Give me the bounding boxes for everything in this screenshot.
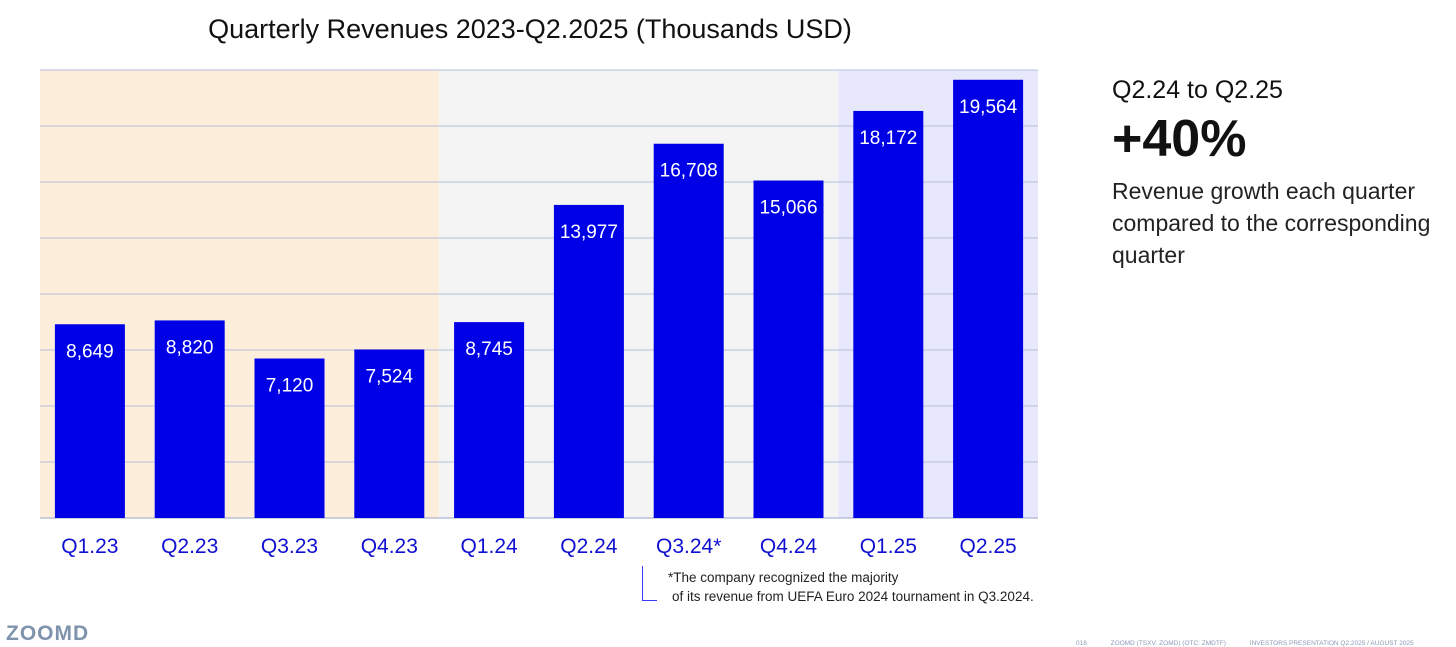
x-tick-4: Q4.23 xyxy=(361,535,418,558)
bar-10 xyxy=(953,79,1024,518)
bar-1 xyxy=(54,324,125,518)
growth-panel: Q2.24 to Q2.25 +40% Revenue growth each … xyxy=(1112,76,1432,271)
bars xyxy=(54,79,1024,519)
bar-8 xyxy=(753,180,824,518)
value-label-1: 8,649 xyxy=(66,341,114,362)
x-tick-3: Q3.23 xyxy=(261,535,318,558)
value-label-2: 8,820 xyxy=(166,337,214,358)
bar-5 xyxy=(454,322,525,518)
bar-9 xyxy=(853,110,924,518)
bar-3 xyxy=(254,358,325,518)
value-label-7: 16,708 xyxy=(660,161,718,182)
growth-period: Q2.24 to Q2.25 xyxy=(1112,76,1283,104)
x-tick-2: Q2.23 xyxy=(161,535,218,558)
value-label-6: 13,977 xyxy=(560,222,618,243)
x-tick-10: Q2.25 xyxy=(959,535,1016,558)
x-tick-9: Q1.25 xyxy=(860,535,917,558)
value-label-4: 7,524 xyxy=(366,366,414,387)
footnote-line-1: *The company recognized the majority xyxy=(668,570,899,585)
zoomd-logo: ZOOMD xyxy=(6,622,90,645)
footnote-bracket xyxy=(642,566,657,601)
x-tick-labels: Q1.23 Q2.23 Q3.23 Q4.23 Q1.24 Q2.24 Q3.24* Q4.2… xyxy=(61,535,1016,558)
bar-2 xyxy=(154,320,225,518)
growth-description: Revenue growth each quarter compared to … xyxy=(1112,178,1431,268)
x-tick-6: Q2.24 xyxy=(560,535,618,558)
value-label-10: 19,564 xyxy=(959,97,1018,118)
bar-4 xyxy=(354,349,425,518)
x-tick-1: Q1.23 xyxy=(61,535,118,558)
value-label-3: 7,120 xyxy=(266,376,314,397)
footnote-line-2: of its revenue from UEFA Euro 2024 tourn… xyxy=(672,589,1034,604)
growth-headline: +40% xyxy=(1112,110,1247,168)
x-tick-8: Q4.24 xyxy=(760,535,818,558)
x-tick-7: Q3.24* xyxy=(656,535,721,558)
value-label-5: 8,745 xyxy=(465,339,513,360)
value-labels: 8,649 8,820 7,120 7,524 8,745 13,977 16,708 15,… xyxy=(66,97,1017,397)
chart-title: Quarterly Revenues 2023-Q2.2025 (Thousan… xyxy=(208,14,852,44)
footer-presentation: INVESTORS PRESENTATION Q2.2025 / AUGUST … xyxy=(1249,640,1414,647)
x-tick-5: Q1.24 xyxy=(460,535,518,558)
value-label-9: 18,172 xyxy=(859,128,917,149)
bar-6 xyxy=(553,204,624,518)
bar-7 xyxy=(653,143,724,519)
value-label-8: 15,066 xyxy=(759,198,817,219)
page-footer: 018 ZOOMD (TSXV: ZOMD) (OTC: ZMDTF) INVE… xyxy=(1076,640,1436,647)
footer-company: ZOOMD (TSXV: ZOMD) (OTC: ZMDTF) xyxy=(1110,640,1226,647)
footer-page-number: 018 xyxy=(1076,640,1087,647)
footnote: *The company recognized the majority of … xyxy=(668,568,1034,606)
